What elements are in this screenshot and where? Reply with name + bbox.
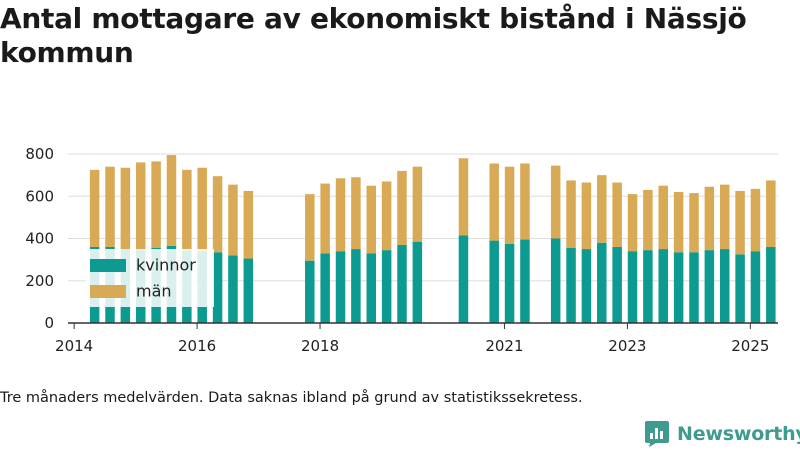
- bar-kvinnor: [305, 260, 315, 323]
- bar-kvinnor: [520, 239, 530, 323]
- bar-kvinnor: [658, 249, 669, 323]
- bar-kvinnor: [381, 250, 392, 323]
- bar-kvinnor: [735, 254, 745, 323]
- bar-man: [689, 193, 699, 253]
- y-tick-label: 800: [25, 145, 54, 163]
- bar-man: [566, 180, 576, 249]
- bar-man: [335, 178, 346, 252]
- bar-kvinnor: [397, 244, 407, 323]
- bar-kvinnor: [550, 238, 561, 323]
- bar-man: [105, 166, 115, 247]
- bar-chart: 0 200 400 600 800 2014 2016 2018 2021 2023 2025 kv…: [25, 145, 778, 355]
- bar-man: [458, 158, 469, 236]
- y-tick-label: 0: [44, 314, 54, 332]
- bar-man: [719, 184, 730, 250]
- bar-kvinnor: [581, 249, 592, 323]
- bar-man: [397, 170, 407, 245]
- bar-kvinnor: [335, 251, 346, 323]
- x-tick-label: 2016: [178, 337, 216, 355]
- chart-caption: Tre månaders medelvärden. Data saknas ib…: [0, 390, 583, 406]
- bar-man: [212, 176, 223, 253]
- bar-kvinnor: [597, 242, 607, 323]
- y-tick-label: 200: [25, 272, 54, 290]
- bar-kvinnor: [212, 252, 223, 323]
- x-tick-label: 2018: [301, 337, 339, 355]
- x-tick-label: 2025: [731, 337, 769, 355]
- bar-man: [120, 167, 131, 250]
- bar-man: [381, 181, 392, 251]
- bar-man: [597, 175, 607, 243]
- bar-kvinnor: [566, 248, 576, 323]
- bar-man: [182, 169, 192, 251]
- bar-kvinnor: [243, 258, 254, 323]
- bar-kvinnor: [228, 255, 238, 323]
- bar-man: [735, 190, 745, 255]
- chart-title: Antal mottagare av ekonomiskt bistånd i …: [0, 2, 747, 69]
- bar-man: [643, 189, 653, 251]
- brand[interactable]: Newsworthy: [644, 420, 800, 448]
- bar-kvinnor: [704, 250, 715, 323]
- bar-man: [412, 166, 423, 242]
- bar-man: [305, 194, 315, 261]
- bar-kvinnor: [643, 250, 653, 323]
- legend-swatch: [90, 285, 126, 298]
- bar-man: [581, 182, 592, 250]
- bar-kvinnor: [766, 246, 776, 323]
- bar-man: [704, 186, 715, 251]
- brand-name: Newsworthy: [677, 423, 800, 445]
- bar-man: [658, 185, 669, 250]
- axes: 0 200 400 600 800 2014 2016 2018 2021 2023 2025: [25, 145, 778, 355]
- bar-kvinnor: [750, 251, 761, 323]
- y-tick-label: 600: [25, 187, 54, 205]
- bar-kvinnor: [366, 253, 377, 323]
- x-tick-label: 2014: [55, 337, 93, 355]
- bar-man: [320, 183, 330, 254]
- bar-man: [673, 192, 684, 253]
- newsworthy-logo-icon: [645, 421, 669, 447]
- bar-man: [228, 184, 238, 256]
- bar-man: [612, 182, 622, 247]
- bar-man: [351, 177, 361, 250]
- bar-kvinnor: [458, 235, 469, 323]
- legend-label: kvinnor: [136, 256, 196, 275]
- bar-man: [135, 162, 146, 250]
- bar-man: [489, 163, 499, 241]
- bar-kvinnor: [719, 249, 730, 323]
- bar-kvinnor: [412, 241, 423, 323]
- bar-kvinnor: [351, 249, 361, 323]
- legend: kvinnor män: [86, 249, 214, 307]
- x-tick-label: 2021: [485, 337, 523, 355]
- bar-man: [750, 188, 761, 252]
- bar-man: [89, 169, 100, 247]
- bar-kvinnor: [320, 253, 330, 323]
- y-tick-label: 400: [25, 230, 54, 248]
- legend-label: män: [136, 282, 172, 301]
- bar-kvinnor: [504, 243, 515, 323]
- x-tick-label: 2023: [608, 337, 646, 355]
- bar-kvinnor: [689, 252, 699, 323]
- bar-man: [151, 161, 161, 249]
- bar-man: [197, 167, 207, 252]
- bar-man: [627, 194, 638, 252]
- bar-man: [504, 166, 515, 244]
- bar-man: [366, 185, 377, 254]
- bar-man: [166, 155, 177, 246]
- bar-kvinnor: [627, 251, 638, 323]
- bar-kvinnor: [673, 252, 684, 323]
- legend-swatch: [90, 259, 126, 272]
- bar-man: [766, 180, 776, 247]
- bar-man: [520, 163, 530, 240]
- bar-man: [243, 190, 254, 259]
- bar-kvinnor: [612, 246, 622, 323]
- bar-man: [550, 165, 561, 239]
- bar-kvinnor: [489, 240, 499, 323]
